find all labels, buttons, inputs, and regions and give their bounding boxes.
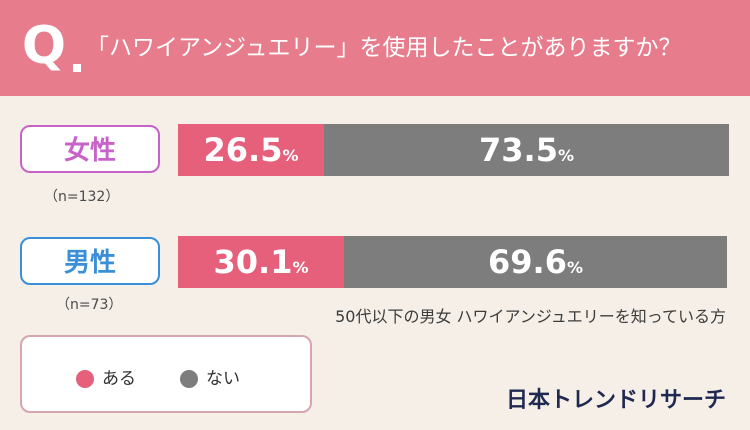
legend-dot-no xyxy=(180,370,198,388)
question-text: 「ハワイアンジュエリー」を使用したことがありますか？ xyxy=(86,35,682,61)
data-label-male-no: 69.6 xyxy=(488,243,567,281)
q-dot xyxy=(73,64,81,72)
bar-segment-female-no: 73.5% xyxy=(324,124,729,176)
legend-item-no: ない xyxy=(180,364,240,389)
category-label-female: 女性 xyxy=(20,125,160,173)
bar-segment-male-no: 69.6% xyxy=(344,236,727,288)
legend: ある ない xyxy=(20,335,312,413)
pct-unit: % xyxy=(292,258,309,277)
bar-male: 30.1% 69.6% xyxy=(178,236,729,288)
sample-size-female: （n=132） xyxy=(44,189,120,205)
sample-size-male: （n=73） xyxy=(56,297,123,313)
pct-unit: % xyxy=(557,146,574,165)
legend-label-no: ない xyxy=(206,369,240,389)
bar-segment-male-yes: 30.1% xyxy=(178,236,344,288)
data-label-female-no: 73.5 xyxy=(479,131,558,169)
legend-item-yes: ある xyxy=(76,364,136,389)
legend-dot-yes xyxy=(76,370,94,388)
category-label-male: 男性 xyxy=(20,237,160,285)
q-mark: Q xyxy=(21,16,67,76)
question-header: Q 「ハワイアンジュエリー」を使用したことがありますか？ xyxy=(0,0,750,96)
pct-unit: % xyxy=(282,146,299,165)
survey-note: 50代以下の男女 ハワイアンジュエリーを知っている方 xyxy=(335,307,726,326)
data-label-male-yes: 30.1 xyxy=(213,243,293,281)
legend-label-yes: ある xyxy=(102,369,136,389)
bar-female: 26.5% 73.5% xyxy=(178,124,729,176)
data-label-female-yes: 26.5 xyxy=(203,131,283,169)
bar-segment-female-yes: 26.5% xyxy=(178,124,324,176)
brand-logo: 日本トレンドリサーチ xyxy=(505,388,726,413)
pct-unit: % xyxy=(566,258,583,277)
